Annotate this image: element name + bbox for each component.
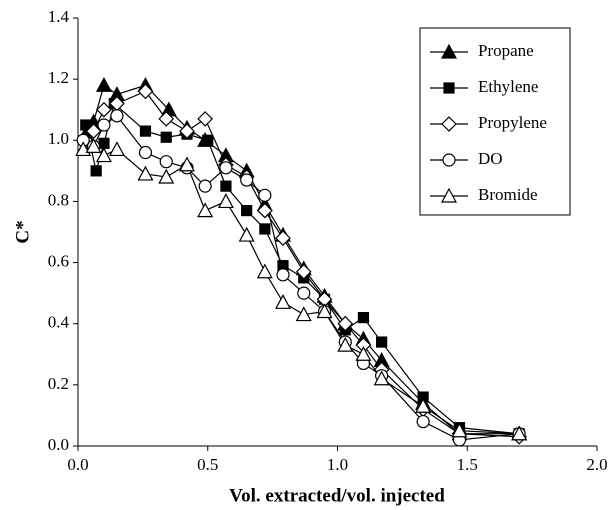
data-point	[511, 425, 528, 441]
y-tick-label: 1.2	[48, 68, 69, 87]
data-point	[355, 346, 372, 361]
data-point	[198, 179, 212, 193]
legend-marker	[443, 82, 455, 94]
data-point	[90, 165, 102, 177]
legend-label: Propylene	[478, 113, 547, 132]
data-point	[451, 422, 468, 438]
x-axis-title: Vol. extracted/vol. injected	[229, 485, 445, 506]
data-point	[197, 111, 214, 127]
data-point	[96, 101, 112, 118]
data-point	[275, 294, 292, 309]
y-tick-label: 1.4	[48, 7, 70, 26]
data-point	[241, 205, 253, 217]
data-point	[276, 268, 290, 282]
data-point	[95, 147, 112, 163]
legend-marker	[440, 43, 458, 59]
data-point	[337, 315, 354, 332]
data-point	[238, 226, 255, 242]
legend-marker	[442, 153, 456, 167]
data-point	[97, 118, 111, 132]
data-point	[197, 202, 214, 218]
x-tick-label: 1.5	[457, 455, 478, 474]
data-point	[202, 134, 214, 146]
y-tick-label: 0.0	[48, 435, 69, 454]
data-point	[178, 156, 195, 172]
x-tick-label: 0.0	[67, 455, 88, 474]
data-point	[256, 202, 273, 219]
y-tick-label: 1.0	[48, 129, 69, 148]
legend-label: Bromide	[478, 185, 538, 204]
x-tick-label: 2.0	[586, 455, 607, 474]
y-tick-label: 0.6	[48, 251, 69, 270]
data-point	[85, 123, 102, 139]
y-tick-label: 0.8	[48, 190, 69, 209]
data-point	[160, 131, 172, 143]
data-point	[316, 303, 333, 319]
legend-marker	[441, 116, 457, 132]
data-point	[217, 193, 234, 209]
data-point	[297, 286, 311, 300]
data-point	[219, 161, 233, 175]
data-point	[137, 83, 154, 100]
data-point	[415, 397, 432, 413]
data-point	[158, 168, 175, 184]
data-point	[295, 306, 312, 322]
x-tick-label: 1.0	[327, 455, 348, 474]
legend-label: DO	[478, 149, 503, 168]
data-point	[80, 119, 92, 131]
data-point	[179, 123, 195, 139]
data-point	[98, 137, 110, 149]
data-point	[138, 145, 153, 160]
legend-marker	[440, 187, 458, 203]
y-tick-label: 0.2	[48, 374, 69, 393]
data-point	[159, 155, 173, 169]
data-point	[137, 165, 154, 181]
data-point	[95, 76, 112, 92]
data-point	[376, 336, 388, 348]
x-tick-label: 0.5	[197, 455, 218, 474]
data-point	[259, 223, 271, 235]
data-point	[337, 336, 354, 352]
data-point	[373, 370, 390, 386]
data-point	[158, 111, 175, 127]
data-point	[258, 188, 272, 202]
data-point	[275, 230, 291, 246]
data-point	[139, 125, 152, 137]
data-point	[220, 180, 232, 192]
data-point	[108, 141, 125, 157]
y-axis-title: C*	[12, 220, 33, 243]
data-point	[85, 138, 102, 153]
data-point	[110, 109, 124, 123]
data-point	[256, 263, 273, 279]
y-tick-label: 0.4	[48, 313, 70, 332]
legend-label: Propane	[478, 41, 534, 60]
data-point	[416, 414, 430, 429]
data-point	[295, 263, 312, 280]
legend-label: Ethylene	[478, 77, 538, 96]
data-point	[240, 173, 254, 187]
data-point	[357, 312, 370, 324]
